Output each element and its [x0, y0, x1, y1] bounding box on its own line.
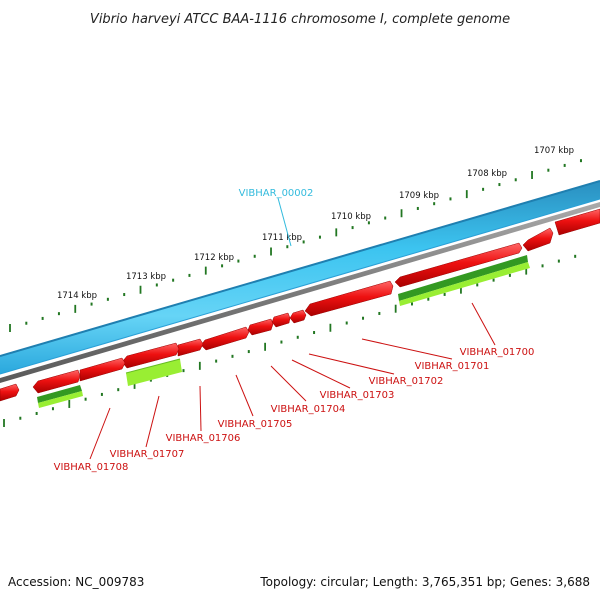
gene-label-vibhar-01700[interactable]: VIBHAR_01700	[460, 347, 535, 358]
gene-arrow-01701[interactable]	[394, 242, 523, 288]
gene-arrow-01702[interactable]	[304, 280, 394, 317]
gene-label-vibhar-01707[interactable]: VIBHAR_01707	[110, 449, 185, 460]
rna-feature-dark-1	[398, 255, 528, 301]
tick-label-1709: 1709 kbp	[399, 191, 439, 201]
rna-feature-dark-2	[37, 385, 82, 403]
rna-feature-light-3	[38, 391, 83, 408]
tick-dots-outer	[9, 159, 582, 332]
map-title: Vibrio harveyi ATCC BAA-1116 chromosome …	[90, 12, 510, 27]
tick-labels: 1707 kbp 1708 kbp 1709 kbp 1710 kbp 1711…	[57, 146, 574, 301]
gene-arrow-01708[interactable]	[79, 357, 126, 382]
gene-label-vibhar-01704[interactable]: VIBHAR_01704	[271, 404, 346, 415]
gene-label-vibhar-01701[interactable]: VIBHAR_01701	[415, 361, 490, 372]
gene-label-vibhar-01708[interactable]: VIBHAR_01708	[54, 462, 129, 473]
top-gene-annotation: VIBHAR_00002	[239, 188, 314, 247]
gene-arrow-01703[interactable]	[289, 309, 307, 324]
rna-feature-light-1	[399, 262, 530, 306]
rna-feature-light-2	[126, 359, 182, 386]
gene-labels: VIBHAR_01700 VIBHAR_01701 VIBHAR_01702 V…	[54, 347, 535, 473]
gene-label-vibhar-01706[interactable]: VIBHAR_01706	[166, 433, 241, 444]
accession-text: Accession: NC_009783	[8, 575, 144, 589]
gene-arrow-01705[interactable]	[247, 318, 274, 336]
gene-label-vibhar-01703[interactable]: VIBHAR_01703	[320, 390, 395, 401]
tick-label-1712: 1712 kbp	[194, 253, 234, 263]
rna-features	[37, 255, 530, 408]
forward-strand-band	[0, 180, 600, 375]
gene-arrow-01700a[interactable]	[554, 208, 600, 236]
tick-label-1711: 1711 kbp	[262, 233, 302, 243]
tick-label-1713: 1713 kbp	[126, 272, 166, 282]
tick-label-1714: 1714 kbp	[57, 291, 97, 301]
tick-label-1707: 1707 kbp	[534, 146, 574, 156]
tick-label-1708: 1708 kbp	[467, 169, 507, 179]
gene-arrow-01704[interactable]	[271, 312, 291, 328]
gene-annotation-lines	[89, 302, 496, 460]
gene-arrow-01710[interactable]	[0, 383, 20, 402]
gene-label-vibhar-01702[interactable]: VIBHAR_01702	[369, 376, 444, 387]
gene-arrow-01709[interactable]	[32, 369, 81, 394]
gene-arrow-01707a[interactable]	[177, 338, 204, 357]
gene-label-vibhar-00002[interactable]: VIBHAR_00002	[239, 188, 314, 199]
reverse-strand-genes	[0, 208, 600, 402]
tick-label-1710: 1710 kbp	[331, 212, 371, 222]
backbone-line	[0, 202, 600, 383]
topology-summary-text: Topology: circular; Length: 3,765,351 bp…	[259, 575, 590, 589]
gene-label-vibhar-01705[interactable]: VIBHAR_01705	[218, 419, 293, 430]
gene-arrow-01706[interactable]	[200, 326, 250, 351]
gene-arrow-01700b[interactable]	[522, 227, 554, 252]
